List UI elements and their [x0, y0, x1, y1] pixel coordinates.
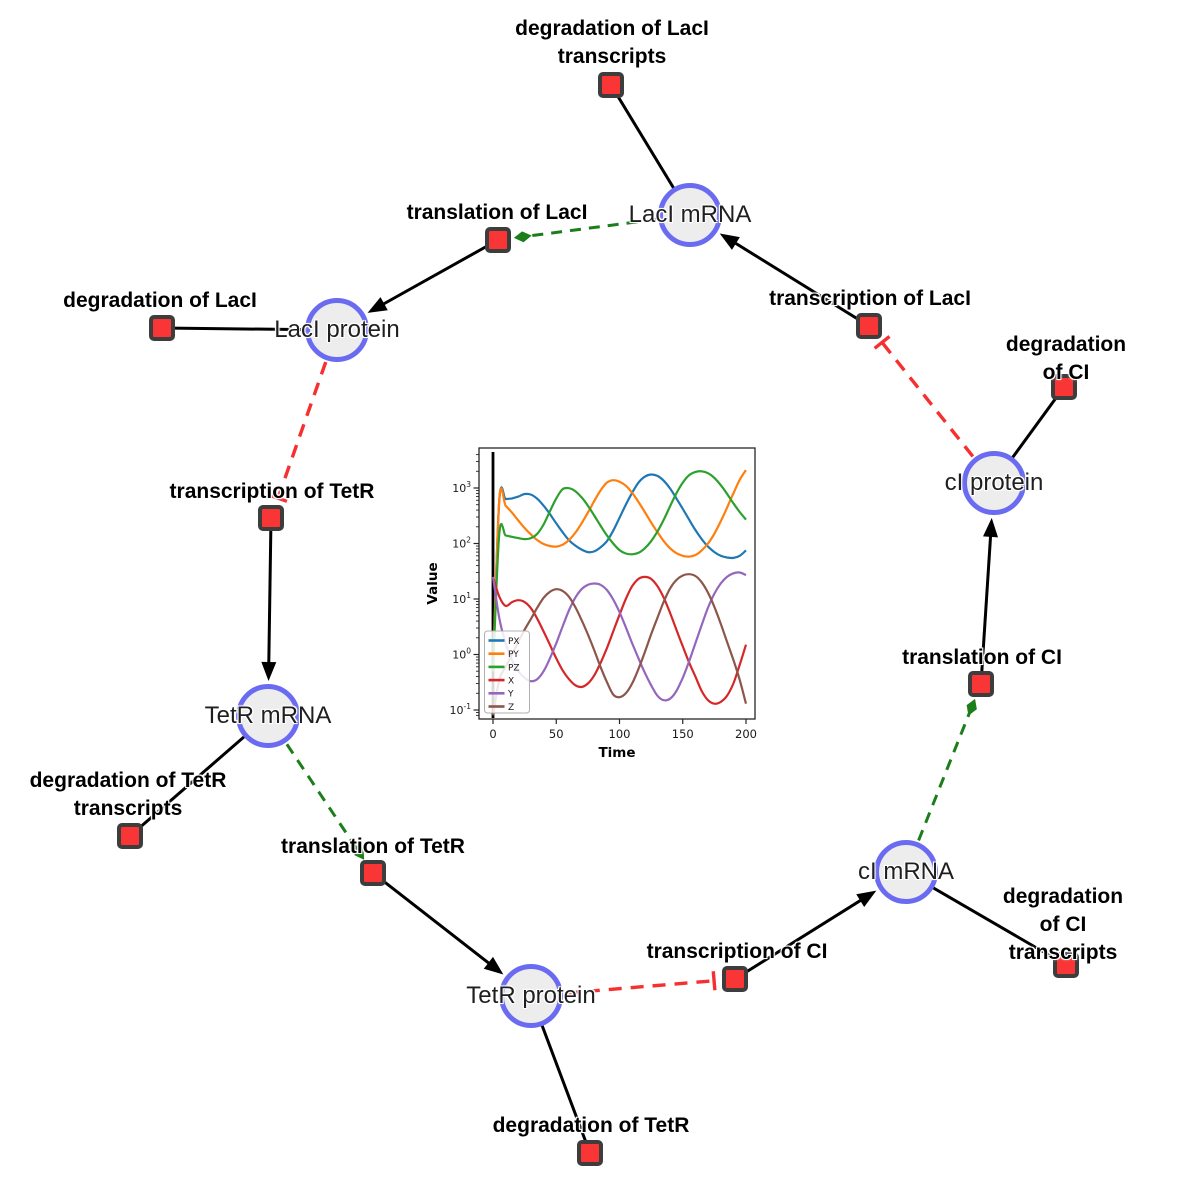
species-node-tetr-protein: [499, 964, 563, 1028]
legend-label-PY: PY: [508, 650, 519, 660]
reaction-label-transcription-laci: transcription of LacI: [769, 287, 971, 310]
reaction-node-deg-ci-transcripts: [1053, 952, 1079, 978]
species-label-tetr-protein: TetR protein: [466, 982, 596, 1009]
reaction-node-transcription-laci: [856, 313, 882, 339]
legend-label-X: X: [508, 677, 514, 687]
y-axis: 10-1 100 101 102 103: [450, 454, 479, 717]
y-tick-label: 10-1: [450, 702, 472, 717]
species-label-ci-protein: cI protein: [944, 469, 1044, 496]
x-axis: 0 50 100 150 200: [489, 719, 757, 741]
edge-tetr-mrna-to-translation-tetr: [285, 743, 365, 860]
edge-translation-tetr-to-tetr-protein: [372, 871, 504, 975]
inhibitor-bar-icon: [711, 971, 717, 991]
x-axis-title: Time: [598, 745, 635, 761]
series-line-PY: [491, 469, 747, 672]
edge-transcription-laci-to-laci-mrna: [719, 233, 870, 328]
species-node-laci-protein: [305, 298, 369, 362]
series-line-PX: [491, 473, 747, 672]
reaction-node-transcription-ci: [722, 966, 748, 992]
species-label-ci-mrna: cI mRNA: [858, 858, 954, 885]
species-node-tetr-mrna: [236, 684, 300, 748]
production-arrowhead-icon: [719, 233, 740, 250]
species-node-laci-mrna: [658, 183, 722, 247]
y-tick-label: 100: [452, 647, 471, 662]
y-tick-label: 101: [452, 591, 471, 606]
production-arrowhead-icon: [856, 890, 877, 908]
reaction-label-deg-laci-transcripts: degradation of LacI transcripts: [515, 17, 709, 68]
x-tick-label: 0: [489, 727, 496, 741]
edge-translation-laci-to-laci-protein: [367, 238, 499, 313]
reaction-node-deg-laci-transcripts: [598, 72, 624, 98]
y-axis-title: Value: [425, 562, 441, 604]
production-arrowhead-icon: [261, 661, 277, 682]
reaction-label-deg-tetr-transcripts: degradation of TetR transcripts: [29, 769, 227, 820]
reaction-node-translation-ci: [968, 671, 994, 697]
edge-translation-ci-to-ci-protein: [979, 517, 998, 685]
modifier-arrowhead-icon: [966, 698, 977, 716]
edge-laci-mrna-to-translation-laci: [513, 217, 657, 243]
reaction-label-transcription-ci: transcription of CI: [646, 940, 828, 963]
legend-label-PZ: PZ: [508, 663, 520, 673]
legend-label-Z: Z: [508, 703, 514, 713]
edge-tetr-protein-to-transcription-ci: [564, 971, 717, 995]
series-line-Y: [491, 571, 747, 702]
species-label-laci-protein: LacI protein: [274, 316, 400, 343]
inhibitor-bar-icon: [873, 335, 891, 350]
reaction-node-deg-laci: [149, 315, 175, 341]
x-tick-label: 50: [549, 727, 564, 741]
edge-ci-protein-to-transcription-laci: [873, 335, 975, 458]
species-label-laci-mrna: LacI mRNA: [628, 201, 752, 228]
series-group: [491, 469, 748, 716]
reaction-node-transcription-tetr: [258, 505, 284, 531]
reaction-node-deg-tetr-transcripts: [117, 823, 143, 849]
production-arrowhead-icon: [483, 956, 504, 975]
reaction-node-deg-ci: [1051, 374, 1077, 400]
edge-transcription-tetr-to-tetr-mrna: [261, 517, 277, 682]
reaction-label-translation-ci: translation of CI: [902, 646, 1062, 669]
inhibitor-bar-icon: [268, 493, 288, 503]
reaction-node-translation-laci: [485, 227, 511, 253]
inset-plot: 0 50 100 150 20010-1100101102103TimeValuePXP…: [425, 447, 757, 761]
x-tick-label: 150: [672, 727, 694, 741]
edge-laci-protein-to-transcription-tetr: [268, 361, 328, 503]
production-arrowhead-icon: [983, 517, 998, 538]
reaction-label-translation-laci: translation of LacI: [406, 201, 588, 224]
y-tick-label: 103: [452, 480, 471, 495]
reaction-label-deg-ci: degradation of CI: [1005, 333, 1127, 384]
reaction-label-deg-tetr: degradation of TetR: [492, 1114, 690, 1137]
x-tick-label: 100: [609, 727, 631, 741]
series-line-Z: [491, 573, 748, 716]
reaction-label-deg-laci: degradation of LacI: [63, 289, 257, 312]
edge-transcription-ci-to-ci-mrna: [734, 890, 877, 981]
legend-label-PX: PX: [508, 637, 520, 647]
series-line-PZ: [491, 470, 747, 672]
reaction-label-translation-tetr: translation of TetR: [281, 835, 465, 858]
reaction-label-deg-ci-transcripts: degradation of CI transcripts: [1002, 885, 1124, 964]
reaction-node-deg-tetr: [577, 1140, 603, 1166]
modifier-arrowhead-icon: [354, 844, 365, 860]
x-tick-label: 200: [735, 727, 757, 741]
production-arrowhead-icon: [367, 297, 388, 313]
reaction-node-translation-tetr: [360, 860, 386, 886]
legend: PX PY PZ XYZ: [484, 630, 530, 714]
y-tick-label: 102: [452, 536, 471, 551]
modifier-arrowhead-icon: [513, 231, 532, 243]
reaction-label-transcription-tetr: transcription of TetR: [169, 480, 375, 503]
species-label-tetr-mrna: TetR mRNA: [204, 702, 332, 729]
legend-label-Y: Y: [507, 690, 514, 700]
edge-ci-mrna-to-translation-ci: [917, 698, 977, 841]
species-node-ci-protein: [962, 451, 1026, 515]
species-node-ci-mrna: [874, 840, 938, 904]
